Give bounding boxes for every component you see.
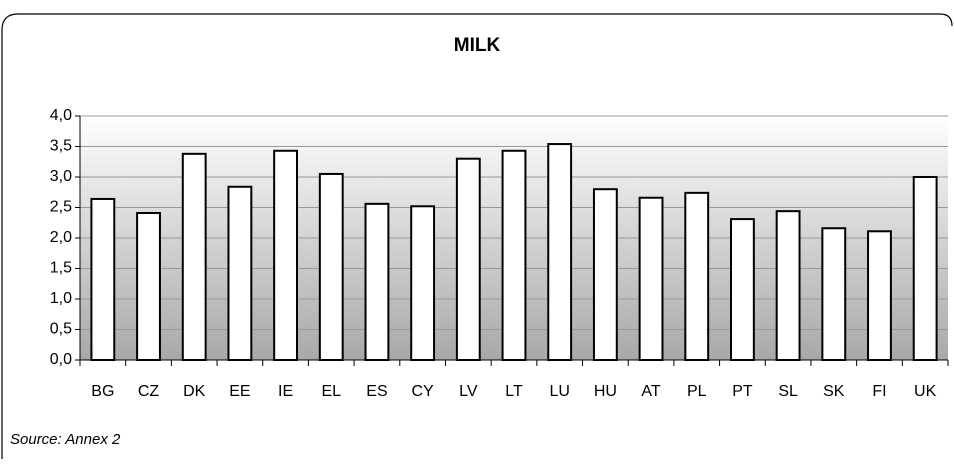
y-tick-label: 3,0 <box>50 168 72 185</box>
x-tick-label: EL <box>321 383 341 400</box>
y-tick-label: 4,0 <box>50 107 72 124</box>
x-tick-label: FI <box>872 383 886 400</box>
x-tick-label: SL <box>778 383 798 400</box>
bar <box>90 197 116 361</box>
bar <box>364 202 390 361</box>
x-tick-label: SK <box>823 383 845 400</box>
x-tick-label: UK <box>914 383 937 400</box>
y-tick-label: 2,5 <box>50 199 72 216</box>
bar <box>136 211 161 361</box>
x-tick-label: LU <box>549 383 569 400</box>
y-tick-label: 2,0 <box>50 229 72 246</box>
bar <box>638 196 664 361</box>
bar <box>455 157 481 361</box>
x-tick-label: LV <box>459 383 478 400</box>
y-tick-label: 0,5 <box>50 321 72 338</box>
x-tick-label: EE <box>229 383 250 400</box>
y-tick-label: 1,5 <box>50 260 72 277</box>
bar <box>501 149 527 361</box>
x-tick-label: PT <box>732 383 753 400</box>
chart-title: MILK <box>454 35 501 56</box>
x-tick-label: CZ <box>138 383 160 400</box>
frame <box>1 13 953 459</box>
x-tick-label: DK <box>183 383 206 400</box>
x-tick-label: BG <box>91 383 114 400</box>
bar <box>273 149 299 361</box>
x-tick-label: AT <box>641 383 660 400</box>
bar <box>867 230 892 361</box>
bar <box>410 205 436 361</box>
bar <box>227 185 253 361</box>
bar <box>684 191 710 361</box>
x-tick-label: HU <box>594 383 617 400</box>
y-tick-label: 1,0 <box>50 290 72 307</box>
bar <box>592 188 618 361</box>
y-tick-label: 0,0 <box>50 351 72 368</box>
x-tick-label: CY <box>412 383 435 400</box>
x-tick-label: PL <box>687 383 707 400</box>
bar <box>318 172 344 361</box>
x-tick-label: LT <box>505 383 523 400</box>
bar <box>547 143 573 361</box>
bar <box>821 227 847 361</box>
y-tick-label: 3,5 <box>50 138 72 155</box>
x-tick-label: ES <box>366 383 387 400</box>
bar <box>181 152 207 361</box>
source-note: Source: Annex 2 <box>10 431 121 448</box>
bar <box>730 218 755 361</box>
bar <box>912 176 938 361</box>
bar <box>775 210 801 361</box>
x-tick-label: IE <box>278 383 293 400</box>
